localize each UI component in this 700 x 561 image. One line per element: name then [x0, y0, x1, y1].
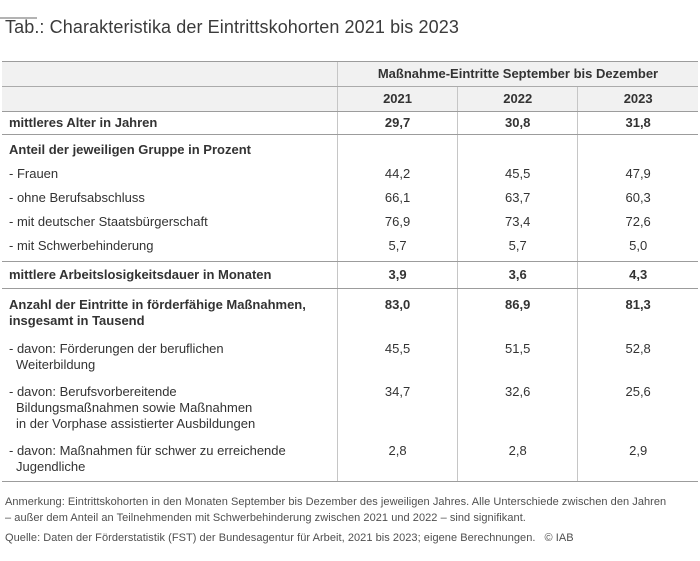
row-label: - davon: Berufsvorbereitende Bildungsmaß…	[9, 384, 256, 431]
row-value-2021: 5,7	[336, 234, 458, 262]
copyright-label: © IAB	[544, 532, 574, 544]
row-label: Anteil der jeweiligen Gruppe in Prozent	[9, 142, 251, 157]
row-value-2022: 32,6	[457, 376, 578, 435]
row-value-2022: 73,4	[457, 210, 578, 234]
row-label: mittlere Arbeitslosigkeitsdauer in Monat…	[2, 261, 338, 289]
page-crop-mark	[0, 17, 37, 19]
row-value-2022: 51,5	[457, 333, 578, 376]
row-value-2021: 83,0	[336, 288, 458, 333]
table-row: - mit deutscher Staatsbürgerschaft 76,9 …	[2, 210, 698, 234]
row-value-2023: 25,6	[577, 376, 698, 435]
row-value-2023: 2,9	[577, 435, 698, 482]
row-label: - mit Schwerbehinderung	[2, 234, 338, 262]
row-value-2023: 52,8	[577, 333, 698, 376]
row-value-2022: 3,6	[457, 261, 578, 289]
table-group-header-row: Maßnahme-Eintritte September bis Dezembe…	[2, 61, 698, 87]
table-row: - davon: Berufsvorbereitende Bildungsmaß…	[2, 376, 698, 435]
row-value-2023: 60,3	[577, 186, 698, 210]
table-year-header-row: 2021 2022 2023	[2, 86, 698, 112]
table-row: - Frauen 44,2 45,5 47,9	[2, 162, 698, 186]
source-text: Quelle: Daten der Förderstatistik (FST) …	[5, 532, 536, 544]
empty-header-cell	[2, 86, 338, 112]
row-value-2021: 45,5	[336, 333, 458, 376]
row-value-2021: 2,8	[336, 435, 458, 482]
row-label: Anzahl der Eintritte in förderfähige Maß…	[9, 297, 306, 328]
year-header-2022: 2022	[457, 86, 578, 112]
row-label: mittleres Alter in Jahren	[2, 111, 338, 135]
row-value-2021: 29,7	[336, 111, 458, 135]
year-header-2021: 2021	[336, 86, 458, 112]
row-label: - mit deutscher Staatsbürgerschaft	[9, 214, 208, 229]
row-value-2023	[577, 134, 698, 162]
empty-header-cell	[2, 61, 338, 87]
table-title: Tab.: Charakteristika der Eintrittskohor…	[5, 17, 459, 37]
row-value-2023: 47,9	[577, 162, 698, 186]
row-value-2022: 86,9	[457, 288, 578, 333]
row-value-2023: 4,3	[577, 261, 698, 289]
row-label: - davon: Maßnahmen für schwer zu erreich…	[2, 435, 338, 482]
table-row: mittleres Alter in Jahren 29,7 30,8 31,8	[2, 111, 698, 135]
row-value-2023: 31,8	[577, 111, 698, 135]
row-value-2022: 30,8	[457, 111, 578, 135]
row-value-2021: 3,9	[336, 261, 458, 289]
row-value-2022: 45,5	[457, 162, 578, 186]
column-group-header: Maßnahme-Eintritte September bis Dezembe…	[336, 61, 698, 87]
row-value-2022: 5,7	[457, 234, 578, 262]
row-value-2022	[457, 134, 578, 162]
table-row: mittlere Arbeitslosigkeitsdauer in Monat…	[2, 261, 698, 289]
row-value-2023: 5,0	[577, 234, 698, 262]
row-value-2021: 76,9	[336, 210, 458, 234]
row-value-2021: 34,7	[336, 376, 458, 435]
row-value-2022: 63,7	[457, 186, 578, 210]
row-label: - Frauen	[9, 166, 59, 181]
footnotes: Anmerkung: Eintrittskohorten in den Mona…	[5, 495, 694, 547]
characteristics-table: Maßnahme-Eintritte September bis Dezembe…	[2, 61, 698, 482]
row-label: - ohne Berufsabschluss	[9, 190, 145, 205]
table-row: - mit Schwerbehinderung 5,7 5,7 5,0	[2, 234, 698, 262]
row-value-2022: 2,8	[457, 435, 578, 482]
annotation-text: Anmerkung: Eintrittskohorten in den Mona…	[5, 496, 667, 524]
row-label: - davon: Förderungen der beruflichen Wei…	[9, 341, 224, 372]
table-row: - davon: Förderungen der beruflichen Wei…	[2, 333, 698, 376]
row-value-2021: 66,1	[336, 186, 458, 210]
row-value-2021: 44,2	[336, 162, 458, 186]
table-row: - davon: Maßnahmen für schwer zu erreich…	[2, 435, 698, 482]
source-line: Quelle: Daten der Förderstatistik (FST) …	[5, 531, 694, 547]
table-row: Anzahl der Eintritte in förderfähige Maß…	[2, 288, 698, 333]
row-value-2023: 81,3	[577, 288, 698, 333]
table-row: Anteil der jeweiligen Gruppe in Prozent	[2, 134, 698, 162]
table-row: - ohne Berufsabschluss 66,1 63,7 60,3	[2, 186, 698, 210]
row-value-2021	[336, 134, 458, 162]
row-value-2023: 72,6	[577, 210, 698, 234]
year-header-2023: 2023	[577, 86, 698, 112]
